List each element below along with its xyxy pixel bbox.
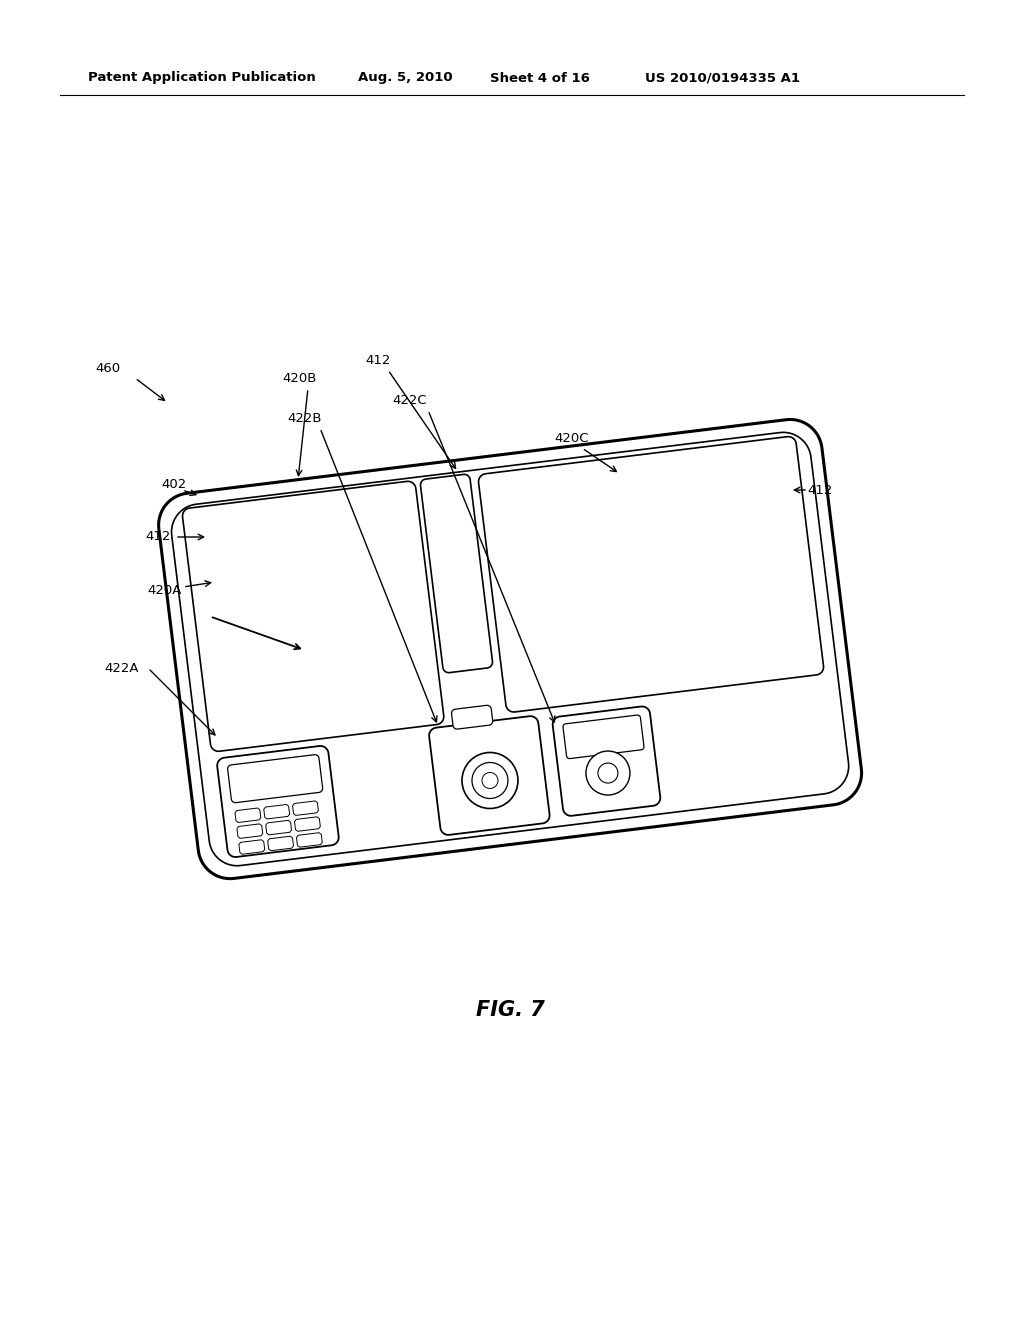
Text: 420C: 420C	[555, 432, 589, 445]
Text: 412: 412	[807, 483, 833, 496]
Text: Aug. 5, 2010: Aug. 5, 2010	[358, 71, 453, 84]
Text: 420A: 420A	[147, 583, 182, 597]
Polygon shape	[295, 817, 321, 832]
Circle shape	[462, 752, 518, 808]
Polygon shape	[478, 437, 823, 711]
Text: 422B: 422B	[288, 412, 323, 425]
Polygon shape	[297, 833, 323, 847]
Text: US 2010/0194335 A1: US 2010/0194335 A1	[645, 71, 800, 84]
Polygon shape	[563, 715, 644, 759]
Text: 422A: 422A	[104, 661, 139, 675]
Polygon shape	[159, 420, 861, 879]
Circle shape	[472, 763, 508, 799]
Text: Patent Application Publication: Patent Application Publication	[88, 71, 315, 84]
Circle shape	[598, 763, 617, 783]
Polygon shape	[236, 808, 261, 822]
Polygon shape	[293, 801, 318, 816]
Polygon shape	[227, 755, 323, 803]
Text: 402: 402	[162, 478, 186, 491]
Polygon shape	[237, 824, 263, 838]
Polygon shape	[239, 840, 264, 854]
Text: FIG. 7: FIG. 7	[475, 1001, 545, 1020]
Polygon shape	[421, 474, 493, 673]
Polygon shape	[267, 837, 294, 850]
Text: 412: 412	[366, 354, 391, 367]
Polygon shape	[429, 717, 550, 834]
Text: Sheet 4 of 16: Sheet 4 of 16	[490, 71, 590, 84]
Text: 422C: 422C	[392, 393, 427, 407]
Circle shape	[586, 751, 630, 795]
Circle shape	[482, 772, 498, 788]
Text: 420B: 420B	[283, 371, 317, 384]
Polygon shape	[266, 820, 292, 834]
Polygon shape	[217, 746, 339, 857]
Polygon shape	[172, 433, 849, 866]
Text: 460: 460	[95, 362, 121, 375]
Polygon shape	[553, 706, 660, 816]
Text: 412: 412	[145, 531, 171, 544]
Polygon shape	[182, 482, 443, 751]
Polygon shape	[452, 705, 493, 729]
Polygon shape	[264, 804, 290, 818]
